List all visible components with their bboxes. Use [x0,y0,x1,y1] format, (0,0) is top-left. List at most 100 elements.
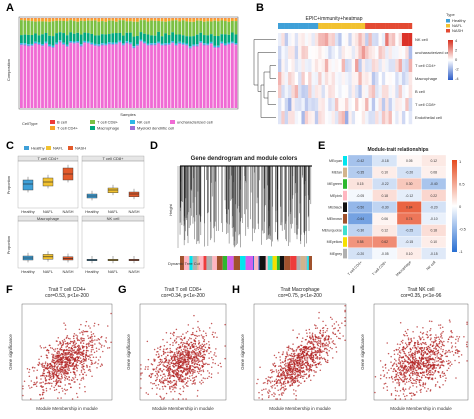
heatmap-cell [314,111,319,125]
composition-segment [230,41,234,43]
scatter-point [320,356,323,359]
scatter-point [439,374,442,377]
scatter-point [184,368,186,371]
heatmap-cell [388,33,393,47]
scatter-point [420,360,422,363]
scatter-point [49,365,52,368]
scatter-point [161,376,164,379]
scatter-point [54,364,56,367]
scatter-point [80,337,82,340]
scatter-point [308,375,311,378]
scatter-point [313,351,316,354]
scatter-point [169,363,171,365]
scatter-point [321,327,324,330]
composition-segment [192,18,196,22]
heatmap-cell [361,72,366,86]
scatter-point [265,377,267,380]
scatter-point [313,346,316,349]
scatter-point [266,382,269,385]
heatmap-cell [328,46,332,60]
scatter-point [53,389,56,392]
scatter-point [332,342,335,345]
scatter-point [403,368,406,371]
heatmap-cell [375,111,379,125]
scatter-point [295,398,297,400]
scatter-title: Trait T cell CD4+ [48,287,85,293]
heatmap-cell [365,98,369,112]
scatter-point [284,375,287,377]
heatmap-cell [288,72,292,86]
composition-segment [220,20,224,35]
composition-segment [118,18,122,21]
scatter-point [204,343,206,346]
scatter-point [190,369,192,371]
scatter-point [300,367,303,370]
scatter-point [151,363,154,366]
scatter-point [65,342,68,345]
scatter-point [76,359,78,362]
scatter-point [35,382,37,384]
scatter-point [155,384,157,387]
panel-a-ylabel: Composition [6,59,11,81]
composition-segment [164,43,167,45]
composition-segment [30,35,34,44]
scatter-point [440,356,442,358]
composition-segment [139,39,143,41]
scatter-point [274,387,276,389]
scatter-point [175,387,177,389]
scatter-point [159,381,162,384]
type-cell [308,23,312,29]
scatter-point [374,391,376,394]
scatter-point [70,364,73,367]
scatter-point [59,367,61,369]
scatter-point [439,376,442,379]
scatter-point [61,366,63,369]
scatter-point [59,371,62,374]
scatter-point [316,343,319,346]
scatter-point [71,353,74,356]
scatter-point [291,379,294,382]
module-color-segment [253,256,255,270]
scatter-point [150,373,153,376]
scatter-point [276,398,279,400]
scatter-points [374,319,468,400]
heatmap-cell [371,59,376,73]
scatter-point [180,349,183,351]
scatter-point [399,362,402,365]
heatmap-cell [395,46,399,60]
scatter-point [22,385,24,387]
scatter-point [293,373,296,376]
scatter-point [70,356,73,358]
scatter-point [57,337,60,339]
scatter-point [169,351,172,354]
scatter-point [168,373,171,376]
scatter-point [153,382,156,385]
type-cell [338,23,342,29]
composition-segment [206,35,210,44]
scatter-point [415,380,417,383]
scatter-point [92,356,95,358]
scatter-point [439,366,442,368]
scatter-point [65,389,67,392]
heatmap-cell [298,85,302,99]
scatter-point [278,394,280,396]
composition-segment [107,44,111,108]
correlation-value: 0.74 [406,217,413,221]
scatter-point [57,397,59,399]
composition-segment [216,47,220,108]
scatter-point [430,366,432,368]
panel-c-boxplots: Healthy NAFL NASH T cell CD4+ Healthy NAFL NA… [0,140,150,280]
scatter-point [302,370,305,373]
scatter-point [80,323,82,326]
scatter-point [416,374,419,376]
scatter-point [398,347,401,349]
module-color-segment [284,256,291,270]
scatter-point [277,379,280,381]
scatter-point [312,336,314,339]
scatter-stats: cor=0.53, p<1e-200 [45,293,89,299]
heatmap-cell [398,111,403,125]
scatter-point [290,352,293,355]
scatter-point [75,392,78,395]
scatter-point [444,380,447,382]
scatter-point [395,363,398,365]
